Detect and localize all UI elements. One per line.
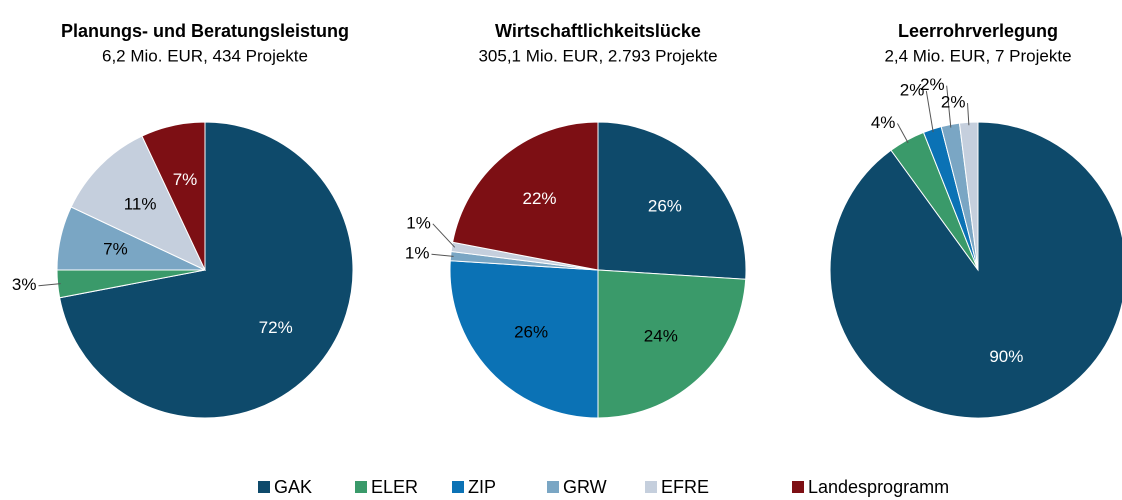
leader-line [946,85,952,128]
data-label: 4% [871,113,896,132]
data-label: 26% [514,322,548,341]
legend-label: Landesprogramm [808,477,949,497]
leader-line [431,253,454,257]
leader-line [896,123,909,144]
data-label: 26% [648,197,682,216]
legend-swatch [355,481,367,493]
chart-subtitle: 2,4 Mio. EUR, 7 Projekte [884,46,1071,65]
data-label: 11% [124,195,157,214]
pie-slice [597,269,747,419]
data-label: 2% [941,93,966,112]
pie-slice [452,121,599,271]
legend-swatch [258,481,270,493]
data-label: 2% [900,80,925,99]
chart-subtitle: 6,2 Mio. EUR, 434 Projekte [102,46,308,65]
legend-swatch [792,481,804,493]
pie-slice [59,121,354,419]
pie-slice [70,135,207,272]
legend-label: GRW [563,477,607,497]
legend-label: GAK [274,477,312,497]
data-label: 7% [173,170,198,189]
legend-swatch [452,481,464,493]
leader-line [38,283,61,287]
data-label: 22% [522,189,556,208]
data-label: 3% [12,275,37,294]
leader-line [925,90,934,133]
legend-swatch [645,481,657,493]
chart-subtitle: 305,1 Mio. EUR, 2.793 Projekte [478,46,717,65]
data-label: 7% [103,239,128,258]
data-label: 1% [405,244,430,263]
legend-swatch [547,481,559,493]
data-label: 2% [920,75,945,94]
pie-slice [141,121,206,271]
chart-title: Wirtschaftlichkeitslücke [495,21,701,41]
data-label: 90% [989,347,1023,366]
legend-label: ELER [371,477,418,497]
chart-title: Leerrohrverlegung [898,21,1058,41]
data-label: 1% [406,213,431,232]
leader-line [432,223,456,248]
pie-slice [829,121,1122,419]
data-label: 24% [644,326,678,345]
data-label: 72% [259,318,293,337]
pie-slice [597,121,747,280]
leader-line [966,103,970,126]
pie-slice [449,260,599,419]
legend-label: EFRE [661,477,709,497]
chart-title: Planungs- und Beratungsleistung [61,21,349,41]
legend-label: ZIP [468,477,496,497]
